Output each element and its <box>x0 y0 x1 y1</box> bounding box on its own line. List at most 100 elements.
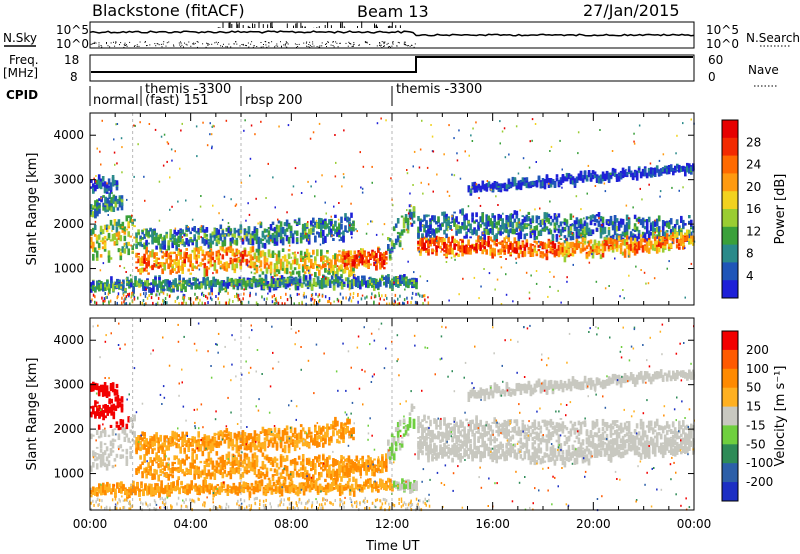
power-cell <box>271 239 275 244</box>
noise-right-tick-top: 10^5 <box>706 23 739 37</box>
power-cell <box>250 280 254 283</box>
power-cell <box>451 237 454 243</box>
power-speck <box>397 276 399 279</box>
power-cell <box>581 237 585 243</box>
power-speck <box>180 129 182 132</box>
power-speck <box>591 253 593 256</box>
power-speck <box>360 186 362 189</box>
power-cell <box>273 234 277 239</box>
power-speck <box>530 228 532 231</box>
power-cell <box>537 248 541 252</box>
power-cell <box>463 246 466 254</box>
power-cell <box>277 220 281 224</box>
power-cell <box>551 179 555 182</box>
power-cell <box>167 245 171 251</box>
power-speck <box>179 242 182 245</box>
power-cell <box>369 263 372 266</box>
nsearch-point <box>266 46 268 48</box>
power-cell <box>127 248 131 256</box>
power-cell <box>599 243 603 247</box>
power-speck <box>179 167 181 170</box>
power-cell <box>359 252 363 258</box>
power-cell <box>671 234 675 240</box>
power-cell <box>507 229 511 234</box>
power-cell <box>567 174 571 180</box>
power-cell <box>373 262 376 267</box>
power-ground-cell <box>261 295 263 299</box>
power-cell <box>529 230 533 234</box>
power-cell <box>653 236 657 243</box>
power-cell <box>412 220 416 224</box>
power-cell <box>427 241 430 247</box>
cpid-segment-fast: (fast) 151 <box>145 93 209 108</box>
power-cell <box>655 227 659 233</box>
power-cell <box>587 170 591 177</box>
power-cell <box>593 242 597 250</box>
power-cell <box>395 280 398 287</box>
power-cell <box>203 254 207 261</box>
power-speck <box>577 131 580 134</box>
power-cell <box>401 281 404 284</box>
power-cell <box>145 239 148 246</box>
nsearch-point <box>380 44 382 46</box>
power-cell <box>599 216 603 221</box>
power-cell <box>143 233 146 239</box>
power-speck <box>407 212 410 215</box>
power-cell <box>305 253 309 256</box>
power-cell <box>113 241 117 246</box>
power-cell <box>273 263 277 270</box>
power-cell <box>539 220 543 227</box>
power-cell <box>324 224 327 227</box>
power-cell <box>210 288 214 293</box>
power-cell <box>177 249 181 256</box>
power-speck <box>292 185 295 188</box>
power-cell <box>350 223 353 227</box>
power-cell <box>477 188 481 191</box>
power-cell <box>92 205 95 208</box>
power-cell <box>233 263 237 268</box>
power-speck <box>362 165 365 168</box>
power-cell <box>437 246 440 249</box>
power-cell <box>274 281 278 288</box>
power-cell <box>340 282 344 289</box>
power-cell <box>497 249 501 253</box>
power-ground-cell <box>121 296 123 300</box>
power-cell <box>127 231 131 237</box>
power-cell <box>531 244 535 246</box>
power-cell <box>184 280 187 284</box>
power-speck <box>267 292 269 295</box>
nsearch-point <box>326 46 327 47</box>
power-speck <box>412 165 414 168</box>
power-cell <box>193 234 197 238</box>
nsearch-point <box>316 46 318 48</box>
power-cell <box>591 248 595 255</box>
nsearch-point <box>376 45 378 47</box>
power-cell <box>231 248 235 252</box>
power-speck <box>227 222 230 225</box>
power-cell <box>555 174 559 178</box>
power-cell <box>515 227 519 233</box>
power-cell <box>509 183 513 188</box>
power-speck <box>401 247 404 250</box>
power-speck <box>504 156 507 159</box>
power-cell <box>439 238 442 243</box>
power-cell <box>257 252 261 256</box>
power-speck <box>187 226 189 228</box>
power-cell <box>324 263 327 268</box>
power-cell <box>109 189 113 194</box>
power-ground-cell <box>163 300 166 304</box>
power-cell <box>328 264 331 271</box>
power-cell <box>637 229 641 236</box>
power-cell <box>399 275 402 280</box>
power-cell <box>595 227 599 232</box>
power-cell <box>215 256 219 260</box>
power-cell <box>487 220 491 227</box>
power-cell <box>575 176 579 183</box>
power-cell <box>209 258 213 264</box>
power-speck <box>294 167 297 170</box>
power-cell <box>195 266 199 270</box>
power-cell <box>495 237 499 242</box>
power-cell <box>344 217 347 221</box>
power-cell <box>485 184 489 191</box>
power-ground-cell <box>155 302 157 306</box>
